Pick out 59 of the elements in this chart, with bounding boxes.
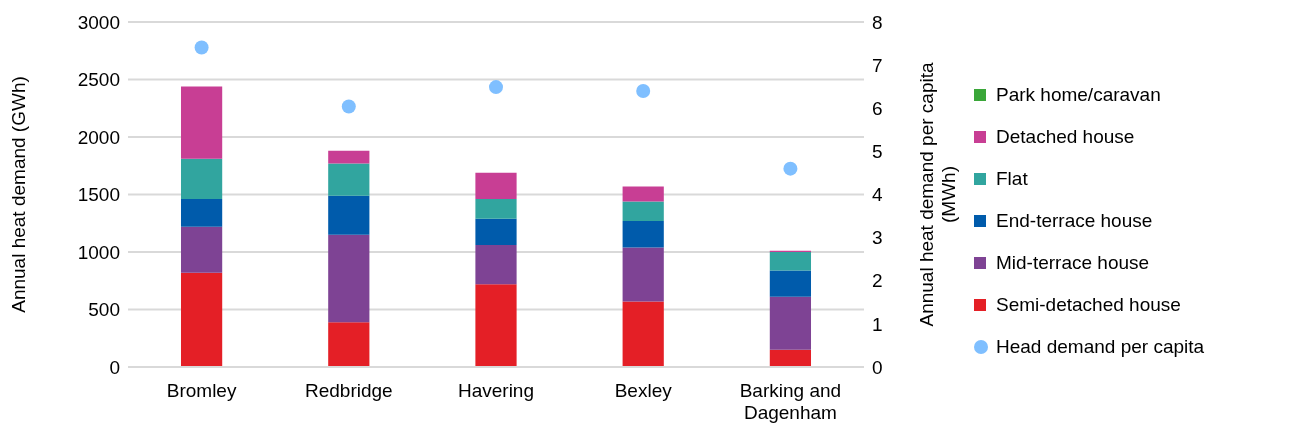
bar [475, 218, 517, 246]
x-tick-label: Bexley [614, 380, 673, 401]
x-tick-label: Barking and Dagenham [739, 380, 842, 423]
bar [180, 272, 223, 367]
x-tick-label: Bromley [166, 380, 237, 401]
x-tick-label: Redbridge [304, 380, 393, 401]
bar [769, 349, 812, 367]
y2-tick-label: 7 [872, 54, 883, 76]
bar [328, 163, 370, 196]
y-tick-label: 2500 [77, 69, 120, 91]
point [783, 161, 798, 176]
y2-tick-label: 1 [872, 313, 883, 335]
x-tick-label: Havering [457, 380, 535, 401]
y2-tick-label: 8 [872, 11, 883, 33]
y-tick-label: 0 [109, 356, 120, 378]
bar [180, 158, 223, 200]
legend-label: Head demand per capita [996, 335, 1205, 358]
y2-axis-title: Annual heat demand per capita (MWh) [916, 62, 959, 327]
legend-label: Park home/caravan [996, 83, 1161, 106]
bar [328, 322, 370, 367]
y-tick-label: 3000 [77, 11, 120, 33]
legend-label: End-terrace house [996, 209, 1153, 232]
bar [180, 86, 223, 159]
y-tick-label: 2000 [77, 126, 120, 148]
bar [475, 199, 517, 219]
bar [328, 234, 370, 323]
bar [622, 220, 664, 248]
bar [622, 301, 664, 367]
bar [622, 201, 664, 221]
y-axis-title: Annual heat demand (GWh) [7, 76, 29, 313]
y-tick-label: 1500 [77, 184, 120, 206]
y2-tick-label: 0 [872, 356, 883, 378]
bar [622, 186, 664, 202]
y2-tick-label: 6 [872, 98, 883, 119]
y2-tick-label: 3 [872, 227, 883, 249]
bar [180, 199, 223, 227]
legend-label: Semi-detached house [996, 293, 1181, 316]
y2-tick-label: 4 [872, 184, 883, 206]
bar [769, 296, 812, 350]
bar [475, 172, 517, 200]
y2-tick-label: 5 [872, 141, 883, 163]
bar [622, 247, 664, 302]
bar [328, 150, 370, 164]
y-tick-label: 1000 [77, 241, 120, 263]
bar [475, 284, 517, 367]
bar [769, 270, 812, 297]
bar [769, 252, 812, 271]
point [489, 80, 503, 95]
point [194, 40, 209, 55]
legend-label: Detached house [996, 125, 1135, 148]
y-tick-label: 500 [88, 299, 120, 321]
bar [180, 226, 223, 273]
legend-label: Flat [996, 167, 1028, 190]
point [341, 99, 356, 114]
legend-label: Mid-terrace house [996, 251, 1150, 274]
bar [475, 245, 517, 285]
y2-tick-label: 2 [872, 270, 883, 292]
bar [328, 195, 370, 235]
point [636, 84, 651, 98]
